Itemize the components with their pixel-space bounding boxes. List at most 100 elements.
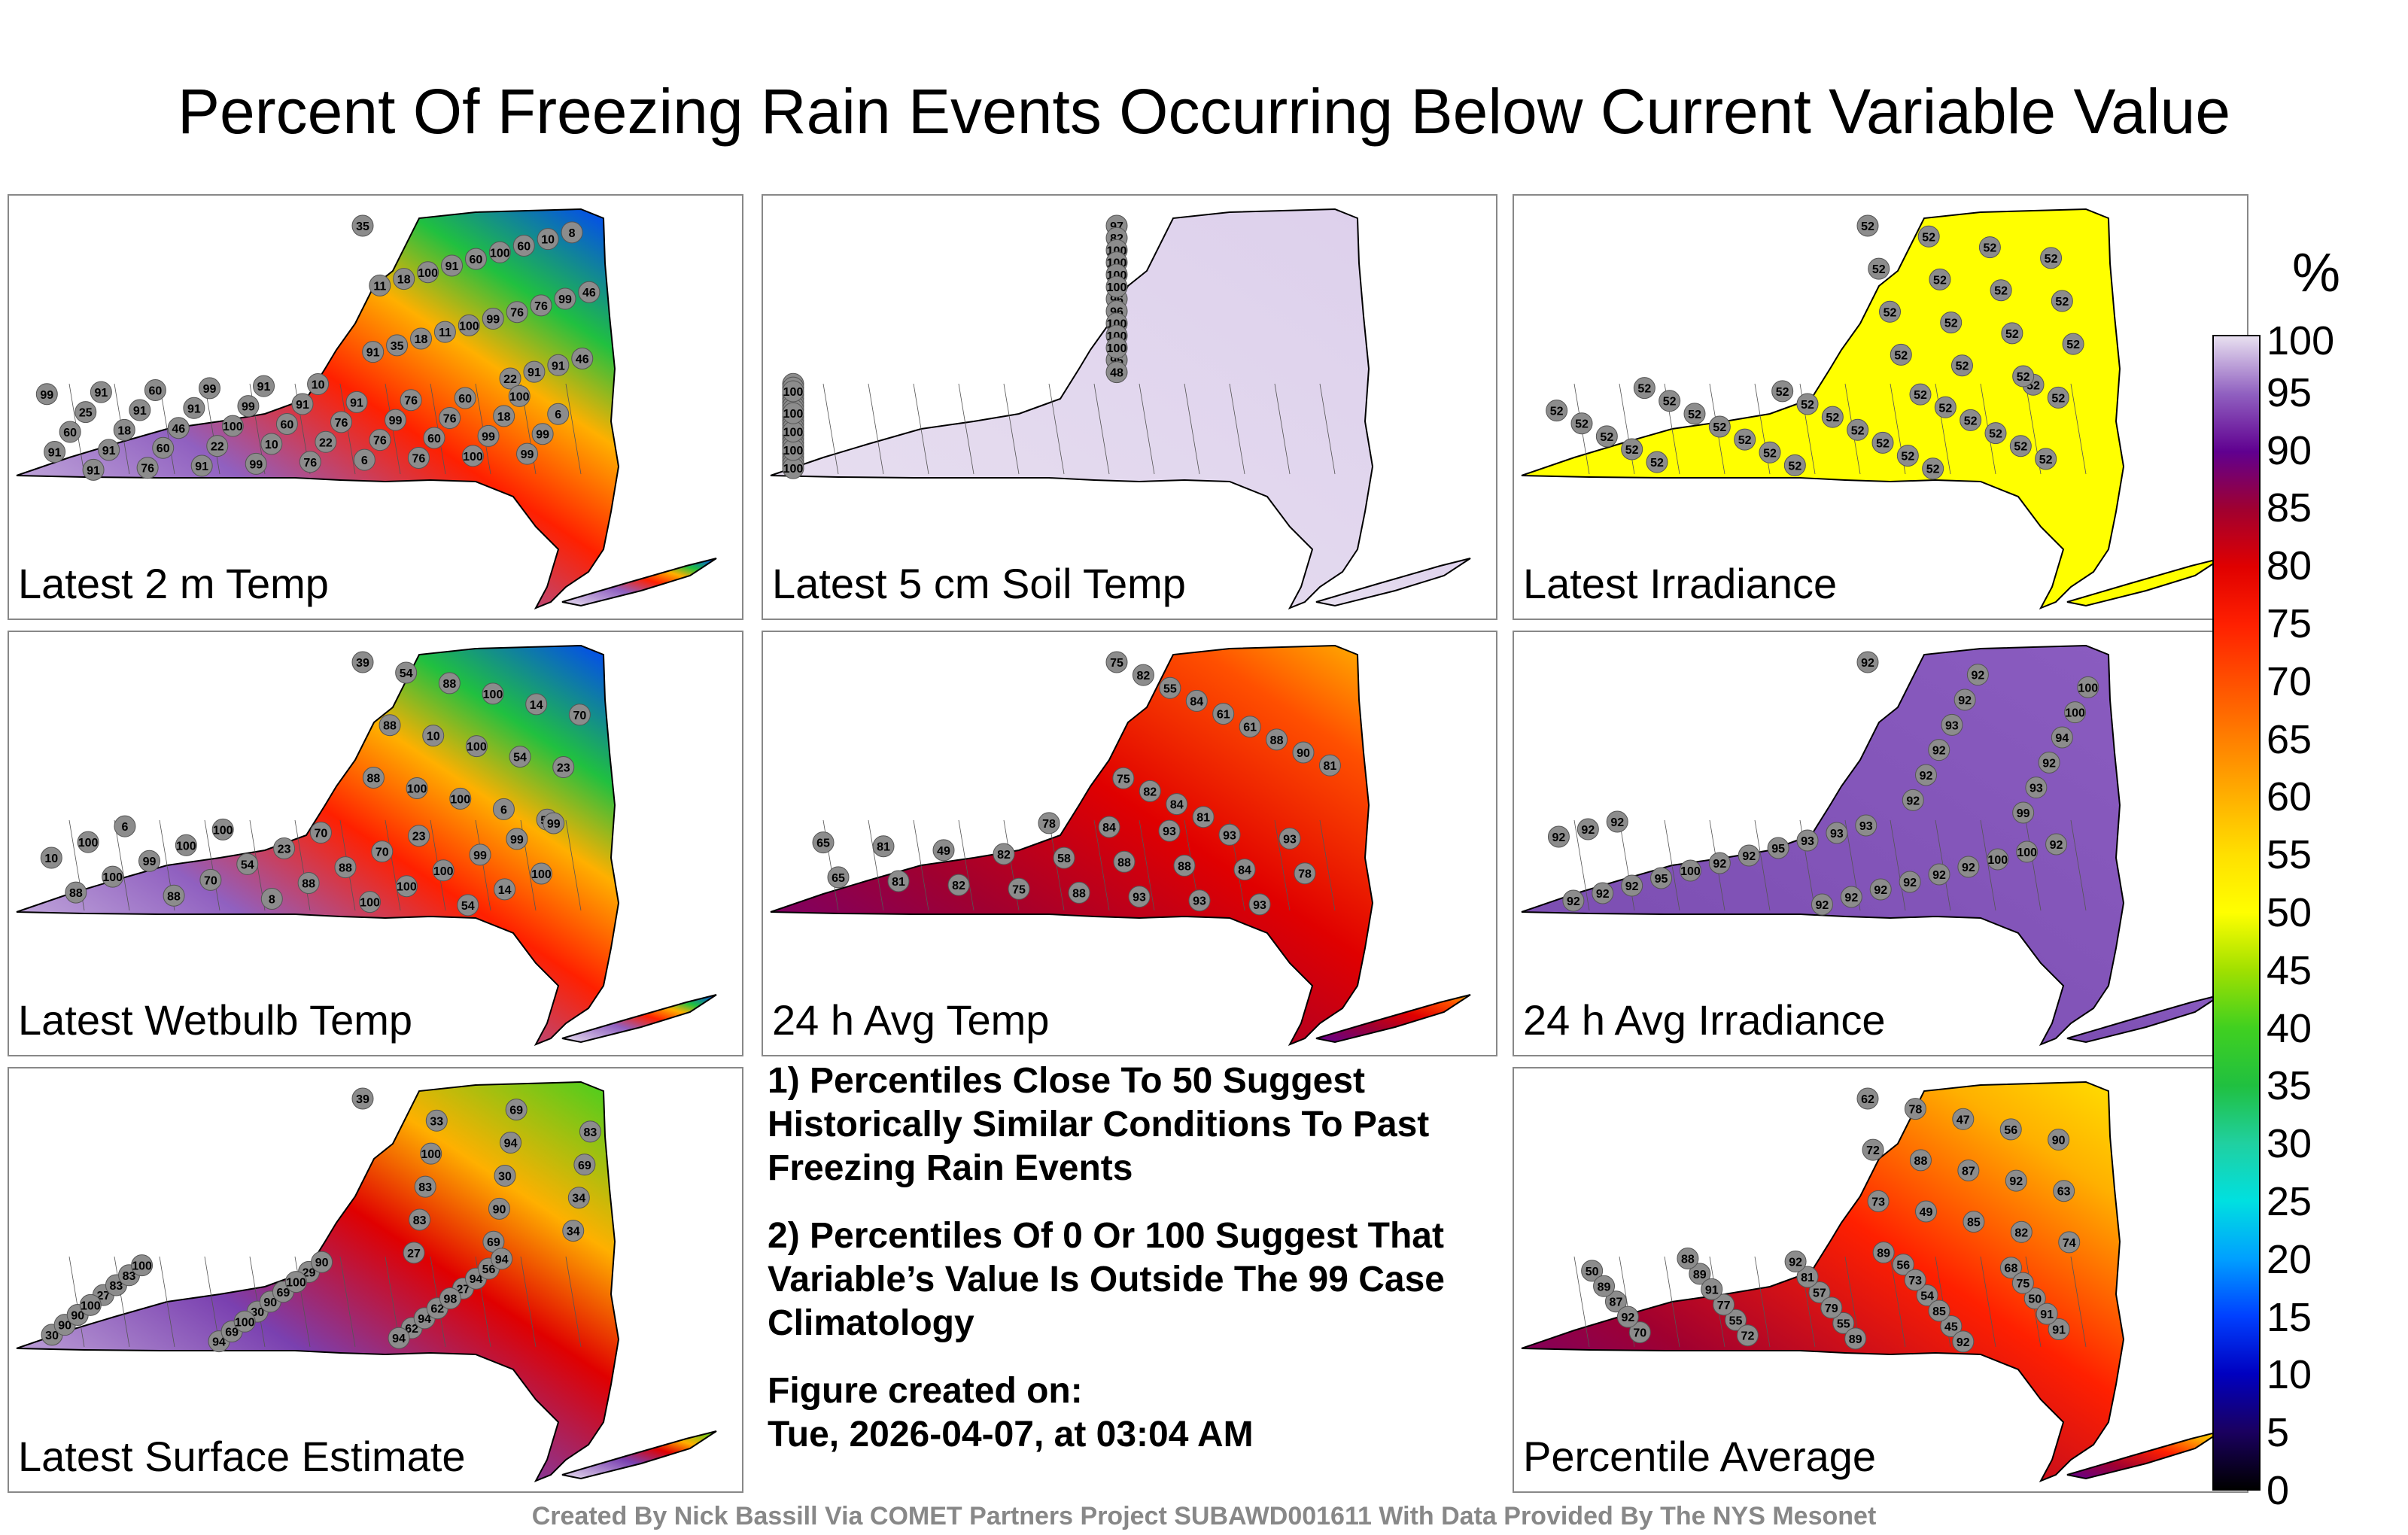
- colorbar-tick-60: 60: [2267, 774, 2312, 820]
- station-value: 100: [81, 1299, 101, 1312]
- station-value: 76: [443, 413, 457, 426]
- station-marker: 54: [236, 853, 259, 875]
- station-marker: 91: [291, 393, 314, 415]
- county-line: [1664, 819, 1680, 911]
- station-value: 95: [1771, 843, 1785, 856]
- station-value: 76: [141, 463, 154, 476]
- county-line: [1980, 819, 1996, 911]
- station-marker: 11: [369, 274, 391, 296]
- station-value: 99: [547, 818, 561, 831]
- station-marker: 99: [35, 383, 58, 406]
- station-value: 92: [1932, 745, 1946, 758]
- county-line: [1093, 819, 1110, 911]
- station-value: 62: [430, 1303, 444, 1316]
- station-marker: 48: [1105, 361, 1128, 384]
- station-marker: 52: [1847, 418, 1869, 441]
- station-value: 88: [1072, 887, 1086, 900]
- station-marker: 100: [102, 865, 124, 888]
- station-value: 52: [1550, 406, 1564, 418]
- station-marker: 92: [2038, 751, 2060, 774]
- station-value: 11: [439, 327, 451, 339]
- station-marker: 84: [1098, 816, 1120, 838]
- station-marker: 84: [1185, 689, 1208, 712]
- station-marker: 100: [461, 445, 484, 467]
- station-value: 100: [450, 793, 470, 806]
- long-island-region: [561, 994, 717, 1044]
- station-value: 88: [1117, 856, 1131, 869]
- station-marker: 88: [163, 884, 185, 907]
- station-value: 8: [269, 893, 275, 906]
- station-value: 88: [383, 720, 397, 733]
- station-value: 81: [1196, 812, 1210, 825]
- station-marker: 100: [782, 457, 804, 479]
- station-value: 93: [1859, 820, 1873, 833]
- colorbar-tick-70: 70: [2267, 658, 2312, 704]
- station-value: 88: [1270, 734, 1284, 747]
- station-value: 100: [407, 783, 427, 795]
- station-marker: 91: [129, 399, 151, 421]
- station-value: 100: [490, 247, 510, 260]
- station-marker: 100: [2064, 701, 2087, 724]
- station-marker: 52: [2040, 247, 2063, 269]
- station-marker: 93: [1278, 827, 1301, 850]
- station-value: 81: [1324, 760, 1337, 773]
- station-value: 91: [528, 366, 541, 379]
- station-value: 91: [445, 260, 459, 273]
- station-value: 78: [1298, 868, 1312, 881]
- county-line: [913, 383, 929, 475]
- county-line: [1573, 819, 1590, 911]
- station-marker: 18: [493, 405, 515, 427]
- station-marker: 70: [309, 822, 332, 844]
- panel-label: 24 h Avg Irradiance: [1523, 996, 1886, 1044]
- station-marker: 52: [2047, 386, 2069, 409]
- station-marker: 99: [2012, 801, 2035, 824]
- station-marker: 100: [79, 1293, 102, 1316]
- station-marker: 76: [136, 457, 159, 479]
- station-value: 100: [235, 1316, 255, 1329]
- station-value: 10: [541, 234, 555, 247]
- station-value: 46: [576, 353, 589, 366]
- station-value: 92: [1713, 858, 1726, 871]
- station-marker: 100: [1105, 336, 1128, 359]
- station-marker: 91: [441, 254, 464, 277]
- station-value: 35: [356, 220, 369, 233]
- station-value: 18: [397, 274, 411, 287]
- station-value: 94: [495, 1254, 509, 1266]
- station-value: 92: [1610, 816, 1624, 829]
- map-panel-5: 75 65 82 81 55 49 84 82 61 58 61 88 88 88 90 84 81 78 75 65…: [762, 631, 1497, 1056]
- colorbar-tick-55: 55: [2267, 832, 2312, 878]
- county-line: [204, 383, 220, 475]
- station-marker: 99: [531, 423, 554, 445]
- station-value: 91: [552, 360, 565, 372]
- station-value: 78: [1042, 818, 1056, 831]
- station-value: 54: [400, 667, 413, 680]
- station-marker: 10: [307, 373, 330, 396]
- station-value: 100: [78, 837, 99, 850]
- station-marker: 88: [1909, 1149, 1932, 1172]
- station-value: 22: [319, 436, 333, 449]
- station-marker: 46: [578, 281, 600, 303]
- station-marker: 79: [1820, 1296, 1843, 1319]
- notes-block: 1) Percentiles Close To 50 Suggest Histo…: [768, 1059, 1475, 1481]
- station-value: 88: [1178, 860, 1191, 873]
- station-value: 10: [44, 853, 58, 865]
- station-marker: 91: [523, 360, 546, 383]
- station-value: 100: [1680, 865, 1701, 878]
- station-value: 61: [1217, 709, 1230, 722]
- station-value: 88: [442, 678, 456, 691]
- station-value: 82: [1143, 786, 1157, 798]
- station-value: 6: [555, 409, 561, 421]
- station-marker: 63: [2053, 1180, 2075, 1202]
- colorbar-tick-80: 80: [2267, 543, 2312, 589]
- station-value: 52: [2045, 253, 2058, 266]
- station-marker: 69: [573, 1154, 596, 1176]
- station-value: 92: [1596, 888, 1610, 901]
- station-value: 22: [211, 441, 224, 454]
- colorbar-tick-30: 30: [2267, 1121, 2312, 1167]
- station-value: 99: [203, 383, 217, 396]
- station-marker: 75: [1112, 767, 1135, 789]
- station-value: 10: [312, 379, 325, 392]
- station-value: 100: [132, 1260, 152, 1273]
- county-line: [385, 819, 401, 911]
- station-value: 91: [133, 405, 147, 418]
